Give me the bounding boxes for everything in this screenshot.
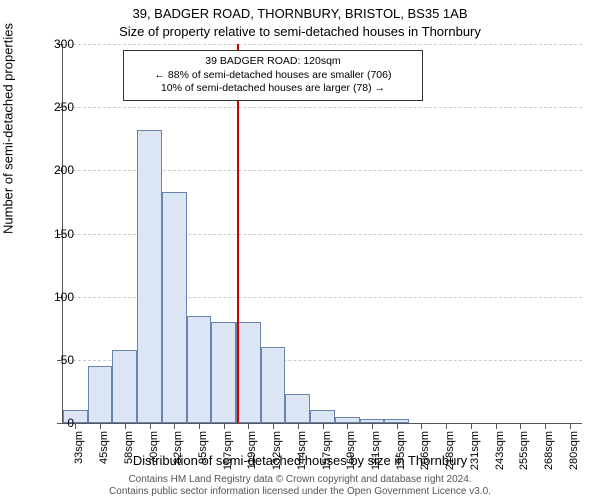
x-tick bbox=[298, 423, 299, 429]
x-tick bbox=[496, 423, 497, 429]
x-tick bbox=[446, 423, 447, 429]
x-tick bbox=[75, 423, 76, 429]
x-tick bbox=[248, 423, 249, 429]
histogram-bar bbox=[211, 322, 236, 423]
x-tick bbox=[100, 423, 101, 429]
y-tick-label: 150 bbox=[34, 227, 74, 241]
y-tick-label: 100 bbox=[34, 290, 74, 304]
x-tick bbox=[199, 423, 200, 429]
annotation-box: 39 BADGER ROAD: 120sqm ← 88% of semi-det… bbox=[123, 50, 423, 101]
footnote-line-2: Contains public sector information licen… bbox=[0, 486, 600, 498]
chart-title-sub: Size of property relative to semi-detach… bbox=[0, 24, 600, 39]
plot-area: 33sqm45sqm58sqm70sqm82sqm95sqm107sqm119s… bbox=[62, 44, 582, 424]
x-tick bbox=[125, 423, 126, 429]
annotation-line-2: ← 88% of semi-detached houses are smalle… bbox=[132, 69, 414, 83]
y-tick-label: 50 bbox=[34, 353, 74, 367]
histogram-bar bbox=[310, 410, 335, 423]
x-tick bbox=[174, 423, 175, 429]
histogram-bar bbox=[187, 316, 212, 423]
histogram-bar bbox=[88, 366, 113, 423]
x-tick bbox=[397, 423, 398, 429]
x-tick bbox=[520, 423, 521, 429]
chart-container: 39, BADGER ROAD, THORNBURY, BRISTOL, BS3… bbox=[0, 0, 600, 500]
x-tick bbox=[224, 423, 225, 429]
x-axis-label: Distribution of semi-detached houses by … bbox=[0, 453, 600, 468]
x-tick bbox=[421, 423, 422, 429]
histogram-bar bbox=[162, 192, 187, 423]
y-tick-label: 200 bbox=[34, 163, 74, 177]
histogram-bar bbox=[137, 130, 162, 423]
y-tick-label: 300 bbox=[34, 37, 74, 51]
histogram-bar bbox=[285, 394, 310, 423]
x-tick bbox=[347, 423, 348, 429]
y-tick-label: 0 bbox=[34, 416, 74, 430]
footnote: Contains HM Land Registry data © Crown c… bbox=[0, 474, 600, 498]
x-tick bbox=[273, 423, 274, 429]
x-tick bbox=[323, 423, 324, 429]
x-tick bbox=[150, 423, 151, 429]
x-tick bbox=[471, 423, 472, 429]
histogram-bar bbox=[261, 347, 286, 423]
histogram-bar bbox=[112, 350, 137, 423]
x-tick bbox=[545, 423, 546, 429]
annotation-line-1: 39 BADGER ROAD: 120sqm bbox=[132, 55, 414, 69]
chart-title-main: 39, BADGER ROAD, THORNBURY, BRISTOL, BS3… bbox=[0, 6, 600, 21]
x-tick bbox=[570, 423, 571, 429]
footnote-line-1: Contains HM Land Registry data © Crown c… bbox=[0, 474, 600, 486]
annotation-line-3: 10% of semi-detached houses are larger (… bbox=[132, 82, 414, 96]
histogram-bar bbox=[236, 322, 261, 423]
x-tick bbox=[372, 423, 373, 429]
y-axis-label: Number of semi-detached properties bbox=[1, 23, 16, 234]
gridline bbox=[63, 44, 582, 45]
gridline bbox=[63, 107, 582, 108]
y-tick-label: 250 bbox=[34, 100, 74, 114]
